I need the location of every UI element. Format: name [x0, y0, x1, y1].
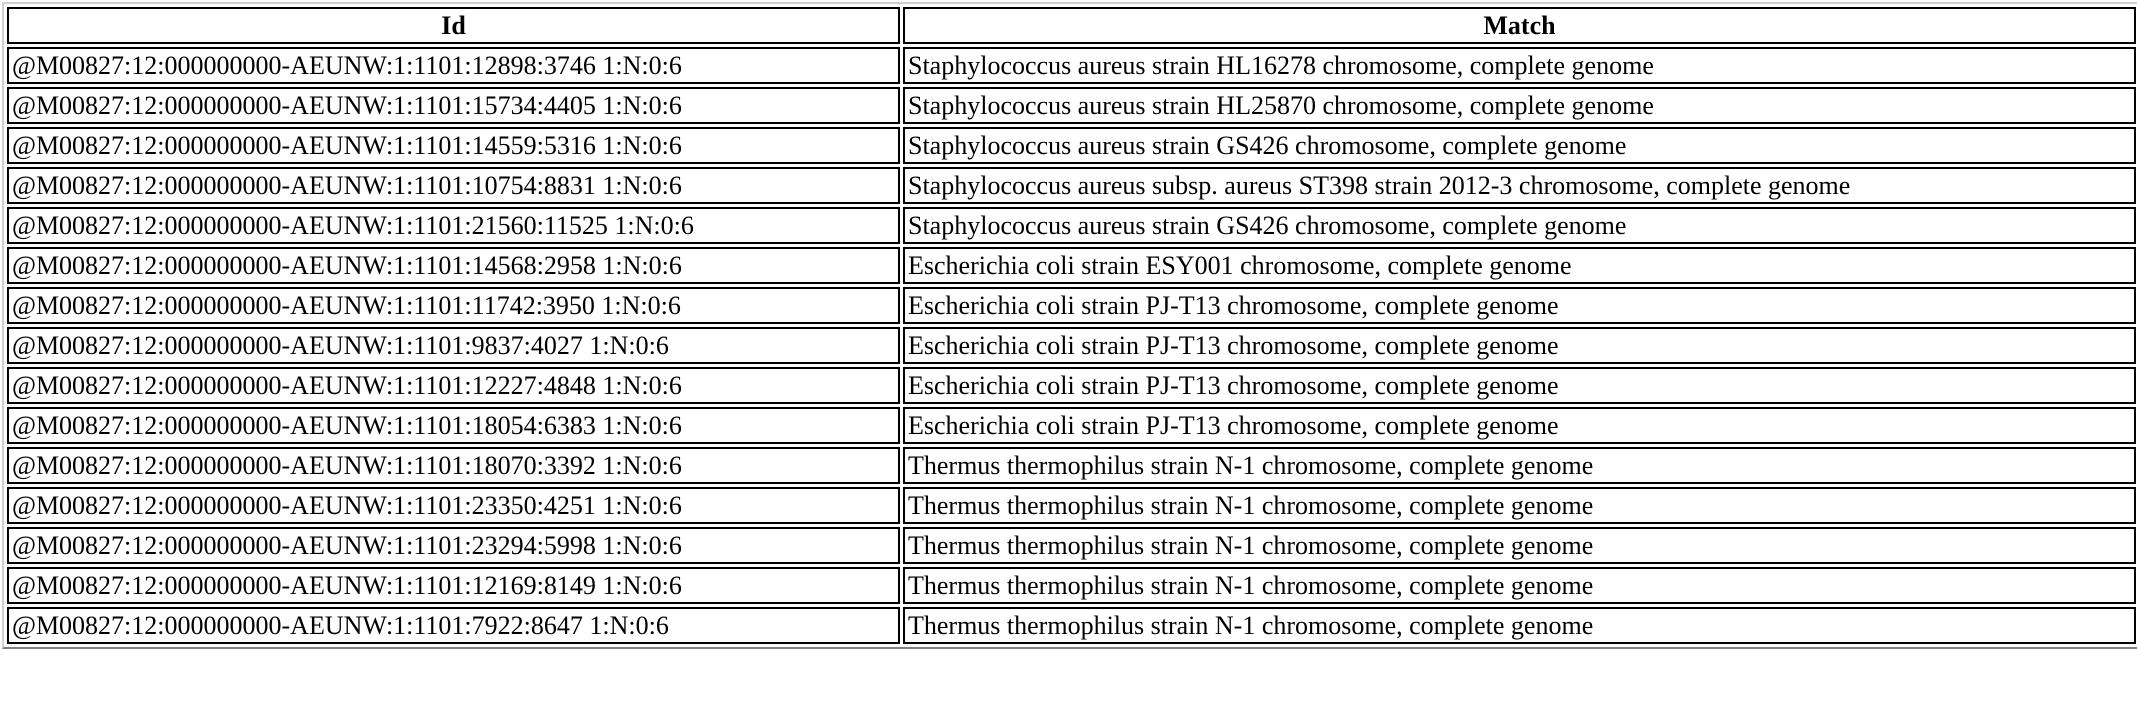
table-row: @M00827:12:000000000-AEUNW:1:1101:18054:… [7, 407, 2136, 444]
cell-id: @M00827:12:000000000-AEUNW:1:1101:9837:4… [7, 327, 900, 364]
cell-match: Staphylococcus aureus strain HL16278 chr… [903, 47, 2136, 84]
cell-id: @M00827:12:000000000-AEUNW:1:1101:23350:… [7, 487, 900, 524]
cell-id: @M00827:12:000000000-AEUNW:1:1101:18054:… [7, 407, 900, 444]
column-header-id: Id [7, 7, 900, 44]
table-header-row: Id Match [7, 7, 2136, 44]
table-row: @M00827:12:000000000-AEUNW:1:1101:7922:8… [7, 607, 2136, 644]
table-row: @M00827:12:000000000-AEUNW:1:1101:11742:… [7, 287, 2136, 324]
cell-id: @M00827:12:000000000-AEUNW:1:1101:12169:… [7, 567, 900, 604]
cell-match: Thermus thermophilus strain N-1 chromoso… [903, 607, 2136, 644]
table-row: @M00827:12:000000000-AEUNW:1:1101:14559:… [7, 127, 2136, 164]
cell-match: Thermus thermophilus strain N-1 chromoso… [903, 487, 2136, 524]
cell-id: @M00827:12:000000000-AEUNW:1:1101:18070:… [7, 447, 900, 484]
cell-match: Escherichia coli strain ESY001 chromosom… [903, 247, 2136, 284]
cell-match: Thermus thermophilus strain N-1 chromoso… [903, 567, 2136, 604]
table-row: @M00827:12:000000000-AEUNW:1:1101:10754:… [7, 167, 2136, 204]
cell-id: @M00827:12:000000000-AEUNW:1:1101:10754:… [7, 167, 900, 204]
cell-match: Staphylococcus aureus strain GS426 chrom… [903, 207, 2136, 244]
cell-match: Escherichia coli strain PJ-T13 chromosom… [903, 327, 2136, 364]
cell-match: Escherichia coli strain PJ-T13 chromosom… [903, 407, 2136, 444]
table-row: @M00827:12:000000000-AEUNW:1:1101:18070:… [7, 447, 2136, 484]
cell-id: @M00827:12:000000000-AEUNW:1:1101:14568:… [7, 247, 900, 284]
table-row: @M00827:12:000000000-AEUNW:1:1101:12898:… [7, 47, 2136, 84]
cell-id: @M00827:12:000000000-AEUNW:1:1101:21560:… [7, 207, 900, 244]
table-row: @M00827:12:000000000-AEUNW:1:1101:23294:… [7, 527, 2136, 564]
table-row: @M00827:12:000000000-AEUNW:1:1101:9837:4… [7, 327, 2136, 364]
cell-match: Thermus thermophilus strain N-1 chromoso… [903, 447, 2136, 484]
cell-id: @M00827:12:000000000-AEUNW:1:1101:12898:… [7, 47, 900, 84]
cell-id: @M00827:12:000000000-AEUNW:1:1101:15734:… [7, 87, 900, 124]
cell-match: Thermus thermophilus strain N-1 chromoso… [903, 527, 2136, 564]
cell-id: @M00827:12:000000000-AEUNW:1:1101:14559:… [7, 127, 900, 164]
cell-match: Staphylococcus aureus strain HL25870 chr… [903, 87, 2136, 124]
column-header-match: Match [903, 7, 2136, 44]
cell-match: Escherichia coli strain PJ-T13 chromosom… [903, 367, 2136, 404]
results-table: Id Match @M00827:12:000000000-AEUNW:1:11… [2, 2, 2137, 649]
cell-id: @M00827:12:000000000-AEUNW:1:1101:7922:8… [7, 607, 900, 644]
table-row: @M00827:12:000000000-AEUNW:1:1101:21560:… [7, 207, 2136, 244]
cell-match: Staphylococcus aureus subsp. aureus ST39… [903, 167, 2136, 204]
cell-id: @M00827:12:000000000-AEUNW:1:1101:12227:… [7, 367, 900, 404]
cell-id: @M00827:12:000000000-AEUNW:1:1101:23294:… [7, 527, 900, 564]
cell-match: Staphylococcus aureus strain GS426 chrom… [903, 127, 2136, 164]
table-row: @M00827:12:000000000-AEUNW:1:1101:12169:… [7, 567, 2136, 604]
cell-match: Escherichia coli strain PJ-T13 chromosom… [903, 287, 2136, 324]
cell-id: @M00827:12:000000000-AEUNW:1:1101:11742:… [7, 287, 900, 324]
table-row: @M00827:12:000000000-AEUNW:1:1101:14568:… [7, 247, 2136, 284]
table-row: @M00827:12:000000000-AEUNW:1:1101:12227:… [7, 367, 2136, 404]
table-row: @M00827:12:000000000-AEUNW:1:1101:23350:… [7, 487, 2136, 524]
table-row: @M00827:12:000000000-AEUNW:1:1101:15734:… [7, 87, 2136, 124]
